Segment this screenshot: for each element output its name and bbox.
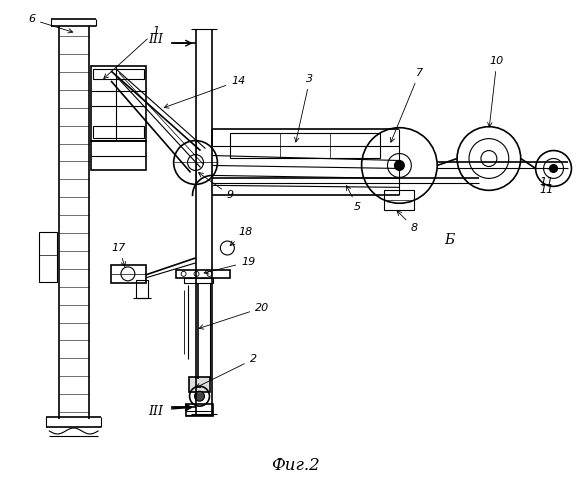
Bar — [93, 126, 144, 138]
Text: 8: 8 — [397, 211, 418, 233]
Circle shape — [395, 160, 404, 170]
Text: 2: 2 — [196, 354, 257, 388]
Text: 10: 10 — [488, 56, 504, 127]
Text: 5: 5 — [346, 186, 361, 212]
Text: 17: 17 — [112, 243, 126, 266]
Text: 1: 1 — [104, 26, 159, 78]
Text: 11: 11 — [540, 166, 553, 188]
Bar — [136, 280, 148, 297]
Circle shape — [549, 164, 558, 172]
Text: 9: 9 — [198, 172, 234, 201]
Text: 7: 7 — [391, 68, 423, 142]
Text: 11: 11 — [540, 186, 553, 196]
Bar — [111, 265, 146, 283]
Text: III: III — [148, 404, 163, 417]
Text: Фиг.2: Фиг.2 — [271, 458, 320, 474]
Bar — [176, 270, 230, 278]
Text: 6: 6 — [28, 14, 73, 33]
Bar — [189, 378, 211, 392]
Text: 3: 3 — [294, 74, 314, 142]
Bar — [40, 232, 57, 282]
Bar — [183, 278, 214, 283]
Circle shape — [194, 391, 204, 401]
Text: 14: 14 — [164, 76, 246, 108]
Bar — [91, 140, 146, 170]
Text: Б: Б — [444, 233, 454, 247]
Bar — [230, 132, 379, 158]
Bar — [186, 404, 214, 416]
Text: 18: 18 — [230, 227, 253, 246]
Text: 19: 19 — [204, 257, 255, 274]
Text: 20: 20 — [199, 302, 269, 329]
Text: III: III — [148, 32, 163, 46]
Bar — [91, 66, 146, 140]
Bar — [385, 190, 414, 210]
Bar — [93, 69, 144, 79]
